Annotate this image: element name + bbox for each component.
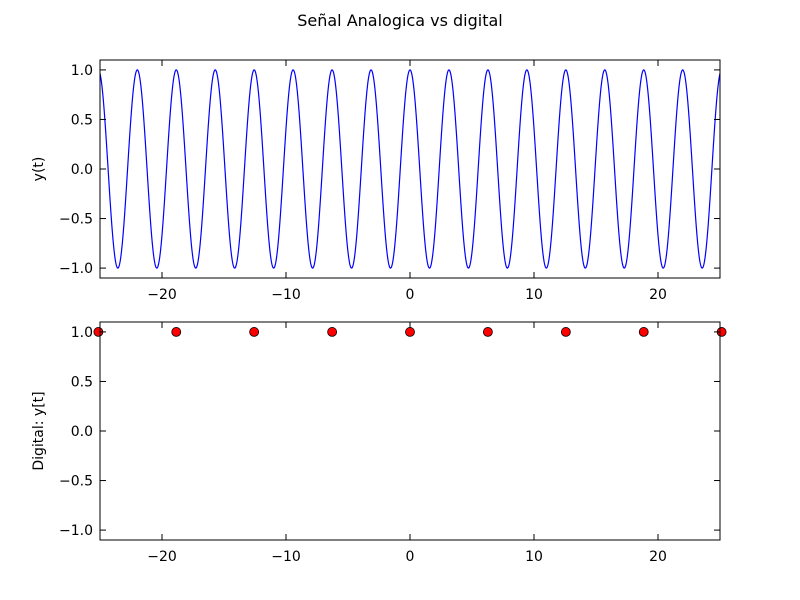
y-tick-label: −1.0 [59, 523, 93, 539]
digital-sample-point [482, 327, 493, 337]
digital-sample-point [249, 327, 260, 337]
y-tick-label: 1.0 [71, 63, 93, 79]
analog-plot-ylabel: y(t) [31, 157, 47, 182]
y-tick-label: 0.5 [71, 112, 93, 128]
x-tick-label: −20 [147, 287, 177, 303]
y-tick-label: 0.0 [71, 424, 93, 440]
y-tick-label: −1.0 [59, 261, 93, 277]
y-tick-label: 1.0 [71, 325, 93, 341]
x-tick-label: 10 [525, 549, 543, 565]
digital-sample-point [171, 327, 182, 337]
digital-sample-point [560, 327, 571, 337]
digital-sample-point [405, 327, 415, 337]
analog-plot-panel: −20 −10 0 10 20 1.0 0.5 0.0 −0.5 −1.0 y(t) [31, 59, 721, 303]
x-tick-label: −10 [271, 287, 301, 303]
digital-sample-point [327, 327, 338, 337]
y-tick-label: −0.5 [59, 212, 93, 228]
digital-sample-point [638, 327, 649, 337]
x-tick-label: 20 [649, 549, 667, 565]
analog-plot-frame [99, 59, 721, 279]
digital-plot-frame [99, 321, 721, 541]
y-tick-label: −0.5 [59, 474, 93, 490]
analog-signal-line [100, 69, 720, 269]
digital-plot-ylabel: Digital: y[t] [31, 391, 47, 470]
figure-title: Señal Analogica vs digital [297, 11, 503, 30]
x-tick-label: −20 [147, 549, 177, 565]
x-tick-label: 0 [406, 287, 415, 303]
x-tick-label: 10 [525, 287, 543, 303]
y-tick-label: 0.5 [71, 374, 93, 390]
y-tick-label: 0.0 [71, 162, 93, 178]
x-tick-label: 20 [649, 287, 667, 303]
x-tick-label: 0 [406, 549, 415, 565]
x-tick-label: −10 [271, 549, 301, 565]
digital-plot-panel: −20 −10 0 10 20 1.0 0.5 0.0 −0.5 −1.0 Digital: y[… [31, 321, 727, 565]
